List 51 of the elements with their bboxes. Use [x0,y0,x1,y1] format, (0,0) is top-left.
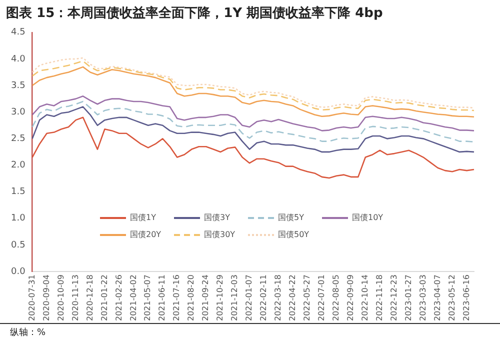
y-tick-label: 4.5 [10,28,26,38]
legend-label: 国债10Y [352,212,384,223]
legend-label: 国债50Y [278,229,310,240]
x-tick-label: 2023-05-12 [447,274,456,322]
legend-label: 国债5Y [278,212,304,223]
x-tick-label: 2023-03-03 [418,274,428,322]
x-tick-label: 2022-09-09 [346,274,355,322]
y-tick-label: 1.0 [10,214,26,224]
x-tick-label: 2020-10-09 [56,274,66,322]
x-tick-label: 2023-04-07 [432,274,442,322]
y-tick-label: 4.0 [10,54,26,64]
y-tick-label: 3.5 [10,80,26,91]
x-tick-label: 2022-10-14 [360,274,370,322]
x-tick-label: 2021-12-03 [230,274,240,322]
x-tick-label: 2021-07-16 [172,274,182,322]
x-tick-label: 2022-03-18 [274,274,283,322]
x-tick-label: 2020-11-13 [70,274,80,322]
x-tick-label: 2022-11-18 [374,274,384,322]
x-tick-label: 2022-04-22 [288,274,298,322]
y-tick-label: 0.5 [10,240,26,250]
legend-label: 国债30Y [204,229,236,240]
x-tick-label: 2022-12-23 [389,274,398,322]
x-tick-label: 2023-01-27 [404,274,413,322]
x-tick-label: 2021-05-07 [143,274,152,322]
x-tick-label: 2020-09-04 [42,274,51,322]
y-tick-label: 0.0 [10,266,26,277]
x-tick-label: 2021-09-24 [201,274,210,322]
x-tick-label: 2022-01-07 [244,274,254,322]
x-tick-label: 2021-06-11 [158,274,167,322]
legend-label: 国债3Y [204,212,230,223]
x-tick-label: 2021-04-02 [128,274,138,322]
x-tick-label: 2021-08-20 [186,274,196,322]
x-tick-label: 2023-06-16 [462,274,471,322]
x-tick-label: 2022-02-11 [259,274,268,322]
line-series [32,100,475,143]
chart-title: 图表 15：本周国债收益率全面下降，1Y 期国债收益率下降 4bp [6,4,383,22]
y-tick-label: 2.0 [10,160,26,171]
x-tick-label: 2021-02-26 [114,274,124,322]
x-tick-label: 2020-07-31 [27,274,36,322]
x-tick-label: 2021-01-22 [100,274,109,322]
legend-label: 国债20Y [130,229,162,240]
x-tick-label: 2021-10-29 [216,274,225,322]
x-tick-label: 2022-07-01 [317,274,326,322]
x-tick-label: 2020-12-18 [85,274,94,322]
x-tick-label: 2022-05-27 [302,274,312,322]
y-tick-label: 1.5 [10,187,26,198]
legend-label: 国债1Y [130,212,156,223]
y-tick-label: 2.5 [10,134,26,144]
text: 纵轴：% [10,326,46,339]
x-tick-label: 2022-08-05 [332,274,341,322]
y-tick-label: 3.0 [10,107,26,118]
